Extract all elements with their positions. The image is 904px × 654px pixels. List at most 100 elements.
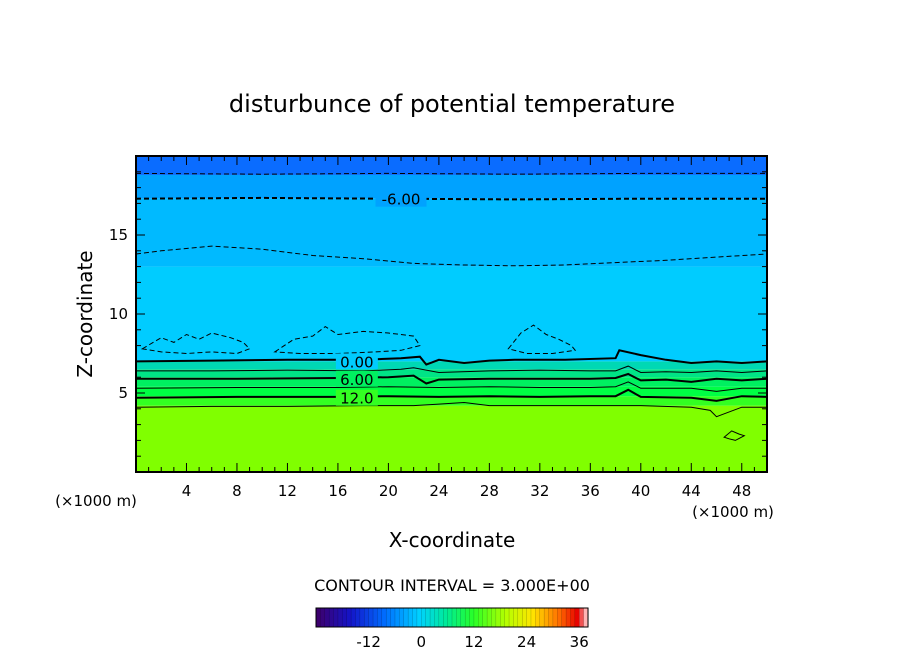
colorbar-cell: [521, 607, 528, 628]
layer-6: [136, 266, 767, 362]
x-tick-label: 24: [429, 482, 448, 500]
colorbar-cell: [464, 607, 471, 628]
closed-contour-2: [507, 324, 577, 354]
layer-1: [136, 396, 767, 406]
colorbar-cell: [574, 607, 580, 628]
colorbar-cell: [552, 607, 558, 628]
colorbar-cell: [482, 607, 488, 628]
x-tick-label: 44: [682, 482, 701, 500]
colorbar-cell: [377, 607, 383, 628]
colorbar-cell: [403, 607, 409, 628]
x-axis-ticks: 4 8 12 16 20 24 28 32 36 40 44 48: [148, 156, 755, 500]
colorbar-cell: [526, 607, 532, 628]
colorbar-tick-label: 24: [517, 633, 536, 651]
colorbar-cell: [451, 607, 457, 628]
x-tick-label: 48: [732, 482, 751, 500]
colorbar-cell: [460, 607, 466, 628]
y-axis-ticks: 5 10 15: [109, 171, 767, 457]
y-tick-label: 5: [118, 384, 128, 402]
colorbar-cell: [535, 607, 541, 628]
colorbar-cell: [429, 607, 436, 628]
colorbar-cell: [443, 607, 449, 628]
contour-line-2: [135, 245, 768, 267]
colorbar-tick-label: 36: [570, 633, 589, 651]
contour-line-0: [135, 172, 767, 175]
colorbar-cell: [359, 607, 365, 628]
colorbar-tick-label: 0: [417, 633, 427, 651]
colorbar-cell: [399, 607, 405, 628]
contour-line-6: [135, 381, 767, 392]
closed-contour-3: [723, 430, 746, 441]
colorbar-tick-label: -12: [356, 633, 381, 651]
x-axis-label: X-coordinate: [389, 528, 516, 552]
layer-3: [136, 377, 767, 387]
layer-9: [136, 156, 767, 175]
colorbar-cell: [517, 607, 523, 628]
colorbar-cell: [557, 607, 563, 628]
colorbar-cell: [438, 607, 444, 628]
colorbar-cell: [478, 607, 484, 628]
layer-8: [136, 174, 767, 199]
colorbar-cell: [320, 607, 326, 628]
layer-5: [136, 361, 767, 370]
x-tick-label: 40: [631, 482, 650, 500]
colorbar-cell: [456, 607, 462, 628]
layer-2: [136, 386, 767, 397]
colorbar-cell: [381, 607, 387, 628]
colorbar-cell: [372, 607, 379, 628]
colorbar-cell: [504, 607, 510, 628]
x-tick-label: 28: [480, 482, 499, 500]
colorbar-cell: [530, 607, 536, 628]
colorbar-cell: [495, 607, 501, 628]
y-tick-label: 10: [109, 305, 128, 323]
colorbar-cell: [486, 607, 493, 628]
filled-contour-layers: [136, 156, 767, 472]
contour-line-1: [135, 196, 767, 201]
closed-contour-0: [140, 332, 251, 355]
colorbar-cell: [355, 607, 361, 628]
colorbar-cell: [434, 607, 440, 628]
layer-4: [136, 369, 767, 378]
closed-contour-1: [273, 325, 421, 354]
contour-label-3: 12.0: [340, 390, 373, 408]
colorbar-cell: [364, 607, 370, 628]
colorbar-cell: [570, 607, 576, 628]
colorbar-cell: [500, 607, 506, 628]
contour-label-bg-2: [335, 370, 378, 387]
x-tick-label: 32: [530, 482, 549, 500]
contour-label-bg-0: [375, 190, 427, 207]
colorbar-cell: [385, 607, 392, 628]
colorbar-ticks: -12 0 12 24 36: [356, 633, 588, 651]
x-tick-label: 16: [328, 482, 347, 500]
x-unit-left: (×1000 m): [55, 492, 137, 510]
contour-interval-text: CONTOUR INTERVAL = 3.000E+00: [314, 576, 590, 595]
colorbar-cell: [491, 607, 497, 628]
contour-label-0: -6.00: [382, 191, 421, 209]
colorbar-cell: [346, 607, 352, 628]
colorbar-cell: [539, 607, 545, 628]
colorbar-frame: [315, 607, 589, 628]
contour-label-1: 0.00: [340, 353, 373, 371]
colorbar-cell: [421, 607, 427, 628]
layer-0: [136, 405, 767, 472]
colorbar-cell: [350, 607, 357, 628]
colorbar-cell: [412, 607, 418, 628]
colorbar-tick-label: 12: [464, 633, 483, 651]
y-axis-label: Z-coordinate: [73, 250, 97, 377]
contour-line-4: [136, 365, 768, 374]
contour-label-bg-3: [335, 389, 378, 406]
colorbar-cell: [324, 607, 330, 628]
x-tick-label: 4: [182, 482, 192, 500]
colorbar-cell: [337, 607, 343, 628]
contour-line-8: [135, 401, 767, 418]
colorbar-cell: [561, 607, 567, 628]
colorbar-cell: [390, 607, 396, 628]
colorbar-cell: [548, 607, 554, 628]
chart-title: disturbunce of potential temperature: [229, 90, 675, 118]
contour-label-2: 6.00: [340, 371, 373, 389]
colorbar-cell: [473, 607, 479, 628]
colorbar-cell: [342, 607, 348, 628]
